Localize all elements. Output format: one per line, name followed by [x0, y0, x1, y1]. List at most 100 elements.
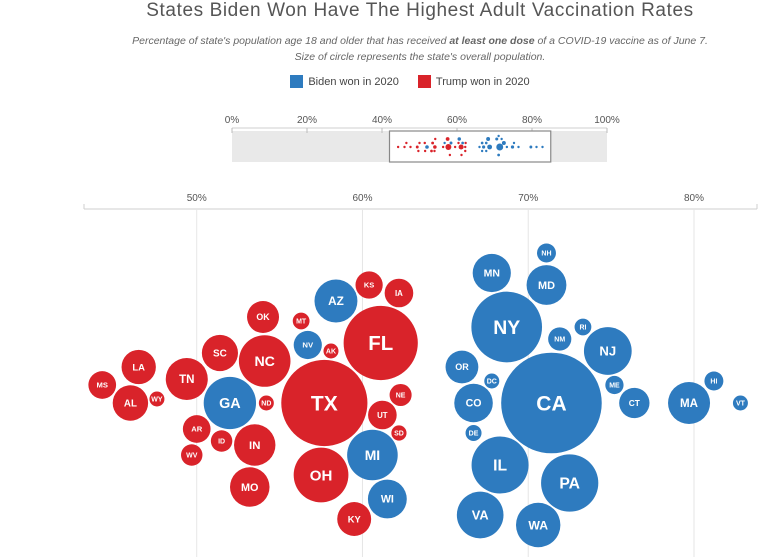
state-circle — [704, 371, 724, 391]
state-circle — [203, 376, 257, 430]
state-label: IL — [493, 457, 507, 474]
state-circle — [165, 357, 208, 401]
state-label: ID — [218, 438, 225, 445]
overview-dot — [434, 137, 437, 141]
overview-dot — [517, 145, 520, 149]
state-label: IA — [395, 289, 403, 298]
state-bubble-oh: OH — [293, 447, 349, 503]
state-bubble-la: LA — [121, 349, 156, 385]
chart-title: States Biden Won Have The Highest Adult … — [146, 0, 694, 21]
overview-dot — [512, 141, 516, 145]
state-circle — [574, 318, 592, 336]
state-label: NY — [493, 317, 520, 339]
state-label: LA — [132, 361, 145, 372]
state-bubble-ms: MS — [88, 371, 117, 399]
state-bubble-or: OR — [445, 350, 479, 384]
state-circle — [548, 327, 572, 351]
legend-swatch-biden — [290, 75, 304, 88]
state-label: WV — [186, 452, 198, 459]
overview-dot — [445, 144, 452, 150]
state-label: AZ — [328, 294, 344, 308]
overview-dot — [433, 149, 436, 153]
state-label: DE — [469, 430, 479, 437]
state-bubble-ok: OK — [247, 301, 280, 333]
overview-dot — [495, 137, 499, 141]
state-bubble-ut: UT — [368, 400, 397, 430]
state-circle — [149, 391, 165, 407]
overview-dot — [480, 141, 484, 145]
state-circle — [210, 430, 233, 452]
overview-dot — [501, 141, 506, 145]
state-bubble-ks: KS — [355, 271, 383, 299]
main-tick-label: 50% — [187, 193, 207, 204]
state-label: CO — [466, 398, 482, 410]
state-label: KS — [364, 281, 374, 290]
overview-dot — [496, 143, 504, 151]
state-circle — [258, 395, 274, 411]
state-bubble-ne: NE — [389, 383, 412, 407]
overview-dot — [423, 149, 427, 153]
state-circle — [515, 502, 561, 548]
state-circle — [472, 253, 511, 293]
legend-swatch-trump — [417, 75, 431, 88]
overview-dot — [541, 145, 544, 149]
overview-dot — [448, 153, 452, 157]
state-circle — [293, 330, 322, 360]
state-bubble-me: ME — [605, 375, 624, 395]
state-circle — [323, 343, 339, 359]
state-circle — [293, 447, 349, 503]
overview-dot — [441, 145, 445, 149]
overview-dot — [478, 145, 481, 149]
main-tick-label: 60% — [352, 193, 372, 204]
overview-dot — [505, 145, 509, 149]
state-label: SC — [213, 348, 227, 359]
state-bubble-mo: MO — [230, 467, 270, 507]
state-label: NH — [541, 250, 551, 257]
overview-dot — [497, 134, 500, 138]
state-label: WI — [381, 494, 394, 506]
overview-highlight-box — [388, 130, 552, 163]
state-circle — [389, 383, 412, 407]
state-circle — [471, 291, 543, 363]
overview-dot — [445, 137, 450, 141]
state-label: KY — [348, 514, 362, 524]
overview-dot — [458, 144, 464, 150]
state-bubble-nh: NH — [537, 243, 556, 263]
overview-dot — [443, 141, 446, 145]
state-label: TX — [311, 392, 338, 415]
state-label: OR — [455, 362, 469, 372]
overview-dot — [480, 149, 484, 153]
state-label: MT — [296, 318, 307, 325]
state-bubble-pa: PA — [541, 454, 599, 512]
state-label: AK — [326, 348, 336, 355]
overview-dot — [464, 145, 467, 149]
state-circle — [619, 387, 650, 419]
overview-dot — [418, 141, 421, 145]
state-bubble-ak: AK — [323, 343, 339, 359]
state-bubble-sc: SC — [201, 334, 238, 372]
state-circle — [121, 349, 156, 385]
state-label: ME — [609, 382, 620, 389]
overview-dot — [529, 145, 533, 149]
state-label: AL — [124, 398, 137, 409]
overview-dot — [486, 137, 491, 141]
state-circle — [238, 335, 291, 387]
overview-dot — [431, 141, 435, 145]
overview-dot — [500, 137, 503, 141]
state-bubble-mn: MN — [472, 253, 511, 293]
state-bubble-ga: GA — [203, 376, 257, 430]
overview-dot — [510, 145, 515, 149]
state-circle — [605, 375, 624, 395]
beeswarm-plot: 50% 60% 70% 80% CA TX FL NY PA IL OH GA NC MI NJ VA WA AZ… — [83, 193, 758, 557]
state-circle — [281, 359, 368, 447]
state-circle — [88, 371, 117, 399]
state-circle — [583, 327, 632, 375]
overview-dot — [449, 141, 453, 145]
overview-dot — [460, 153, 463, 157]
overview-tick-label: 0% — [225, 115, 240, 126]
legend-item-trump: Trump won in 2020 — [417, 75, 530, 88]
state-bubble-wy: WY — [149, 391, 165, 407]
state-label: WY — [151, 396, 163, 403]
state-bubble-tx: TX — [281, 359, 368, 447]
state-circle — [541, 454, 599, 512]
